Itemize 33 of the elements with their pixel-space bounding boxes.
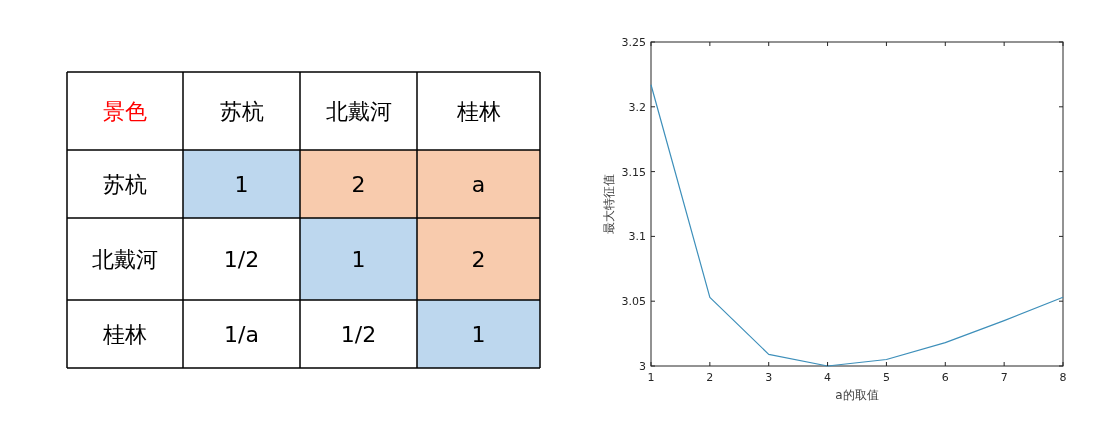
text: 1: [234, 171, 249, 197]
text: 1/2: [340, 321, 377, 347]
y-tick-label: 3.05: [621, 295, 646, 309]
y-tick-label: 3.25: [621, 36, 646, 49]
category-label: 桂林: [103, 321, 147, 347]
x-tick-label: 1: [647, 371, 655, 384]
text: 1/2: [223, 246, 260, 272]
x-tick-label: 4: [824, 371, 832, 384]
line-series: [650, 84, 1064, 367]
x-tick-label: 2: [706, 371, 714, 384]
category-label: 苏杭: [219, 98, 264, 124]
x-tick-label: 5: [882, 371, 890, 384]
x-tick-label: 7: [1000, 371, 1008, 384]
x-axis-title: a的取值: [835, 388, 879, 402]
category-label: 苏杭: [103, 171, 147, 197]
x-tick-label: 8: [1059, 371, 1067, 384]
text: 1: [471, 321, 486, 347]
y-tick-label: 3.1: [628, 230, 646, 244]
y-tick-label: 3: [639, 360, 646, 373]
y-tick-label: 3.2: [628, 100, 646, 114]
text: 景色: [103, 98, 147, 124]
x-tick-label: 3: [765, 371, 773, 384]
category-label: 桂林: [455, 98, 501, 124]
category-label: 北戴河: [325, 98, 392, 124]
text: 2: [471, 246, 486, 272]
y-axis-title: 最大特征值: [602, 174, 616, 234]
text: 1: [351, 246, 366, 272]
x-tick-label: 6: [941, 371, 949, 384]
category-label: 北戴河: [92, 246, 158, 272]
text: 1/a: [224, 321, 259, 347]
text: a: [471, 171, 486, 197]
y-tick-label: 3.15: [621, 165, 646, 179]
text: 2: [351, 171, 366, 197]
